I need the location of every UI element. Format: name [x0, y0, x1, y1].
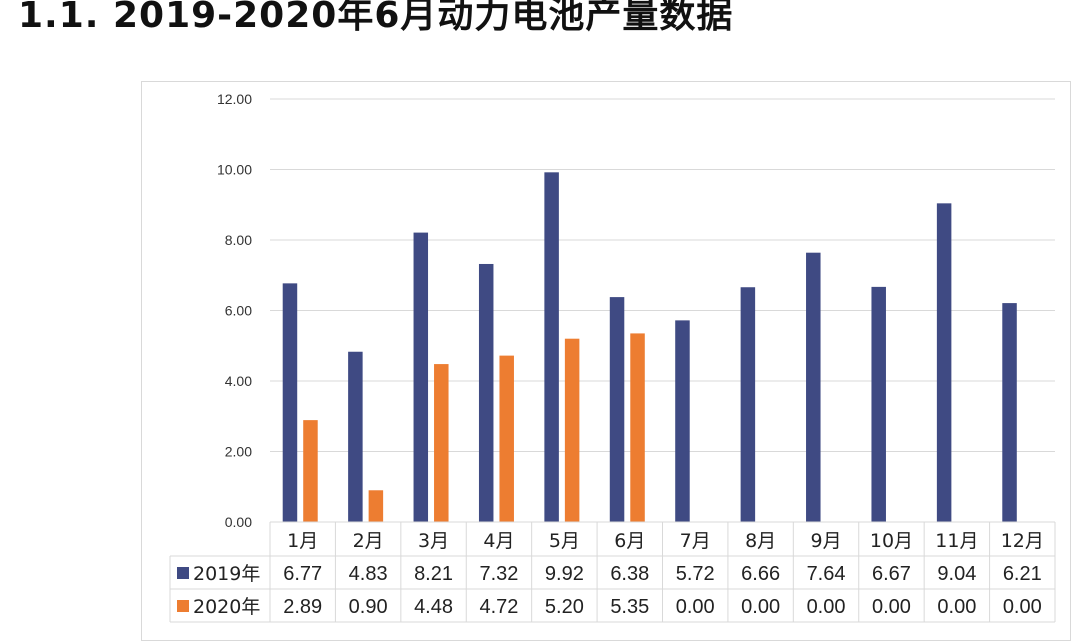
data-table-value: 6.38	[610, 563, 649, 585]
data-table-value: 0.90	[349, 596, 388, 618]
x-category-label: 4月	[483, 530, 514, 552]
bar-series2	[434, 364, 449, 522]
series-name-label: 2020年	[193, 596, 260, 618]
data-table-value: 9.04	[937, 563, 976, 585]
data-table-value: 5.72	[676, 563, 715, 585]
bar-series1	[1002, 303, 1017, 522]
bar-series1	[806, 252, 821, 522]
bar-series1	[871, 286, 886, 522]
data-table-value: 6.77	[283, 563, 322, 585]
data-table-value: 7.32	[479, 563, 518, 585]
bar-series2	[499, 355, 514, 522]
bar-series2	[564, 338, 580, 522]
data-table-value: 7.64	[807, 563, 846, 585]
series-name-label: 2019年	[193, 563, 260, 585]
chart-frame: 0.00 2.00 4.00 6.00 8.00 10.00 12.00 1月 2月 3月 4月 5月…	[141, 81, 1071, 641]
x-category-label: 9月	[810, 530, 841, 552]
data-table-value: 0.00	[807, 596, 846, 618]
legend-swatch	[177, 567, 189, 579]
bar-series2	[630, 333, 645, 522]
y-tick-label: 12.00	[217, 91, 252, 107]
bar-series1	[740, 287, 756, 522]
y-tick-label: 0.00	[225, 514, 252, 530]
x-category-label: 11月	[935, 530, 978, 552]
x-category-label: 12月	[1001, 530, 1044, 552]
bar-series1	[544, 172, 559, 522]
bar-series1	[348, 351, 363, 522]
y-tick-label: 8.00	[225, 232, 252, 248]
bar-series1	[413, 232, 429, 522]
data-table-value: 5.35	[610, 596, 649, 618]
data-table-value: 5.20	[545, 596, 584, 618]
data-table-value: 6.21	[1003, 563, 1042, 585]
bar-series1	[675, 320, 690, 522]
x-category-label: 8月	[745, 530, 776, 552]
x-category-label: 10月	[870, 530, 913, 552]
bar-series1	[478, 263, 494, 522]
legend-swatch	[177, 600, 189, 612]
y-tick-label: 6.00	[225, 303, 252, 319]
x-category-label: 2月	[353, 530, 384, 552]
data-table-value: 9.92	[545, 563, 584, 585]
y-tick-label: 2.00	[225, 444, 252, 460]
bar-series2	[303, 420, 318, 522]
bar-series1	[282, 283, 298, 522]
x-category-label: 6月	[614, 530, 645, 552]
x-category-label: 5月	[549, 530, 580, 552]
data-table-value: 6.67	[872, 563, 911, 585]
data-table-value: 0.00	[676, 596, 715, 618]
y-tick-label: 4.00	[225, 373, 252, 389]
data-table-value: 2.89	[283, 596, 322, 618]
data-table-value: 4.72	[479, 596, 518, 618]
bar-series2	[368, 490, 384, 522]
bar-series1	[609, 297, 625, 522]
data-table-value: 0.00	[1003, 596, 1042, 618]
data-table-value: 0.00	[741, 596, 780, 618]
y-tick-label: 10.00	[217, 162, 252, 178]
data-table-value: 0.00	[937, 596, 976, 618]
x-category-label: 3月	[418, 530, 449, 552]
bar-series1	[936, 203, 952, 522]
data-table-value: 8.21	[414, 563, 453, 585]
page-heading: 1.1. 2019-2020年6月动力电池产量数据	[18, 0, 734, 36]
bar-chart: 0.00 2.00 4.00 6.00 8.00 10.00 12.00 1月 2月 3月 4月 5月…	[169, 91, 1056, 623]
x-category-label: 1月	[287, 530, 318, 552]
data-table-value: 6.66	[741, 563, 780, 585]
data-table-value: 4.83	[349, 563, 388, 585]
data-table-value: 0.00	[872, 596, 911, 618]
data-table-value: 4.48	[414, 596, 453, 618]
x-category-label: 7月	[680, 530, 711, 552]
